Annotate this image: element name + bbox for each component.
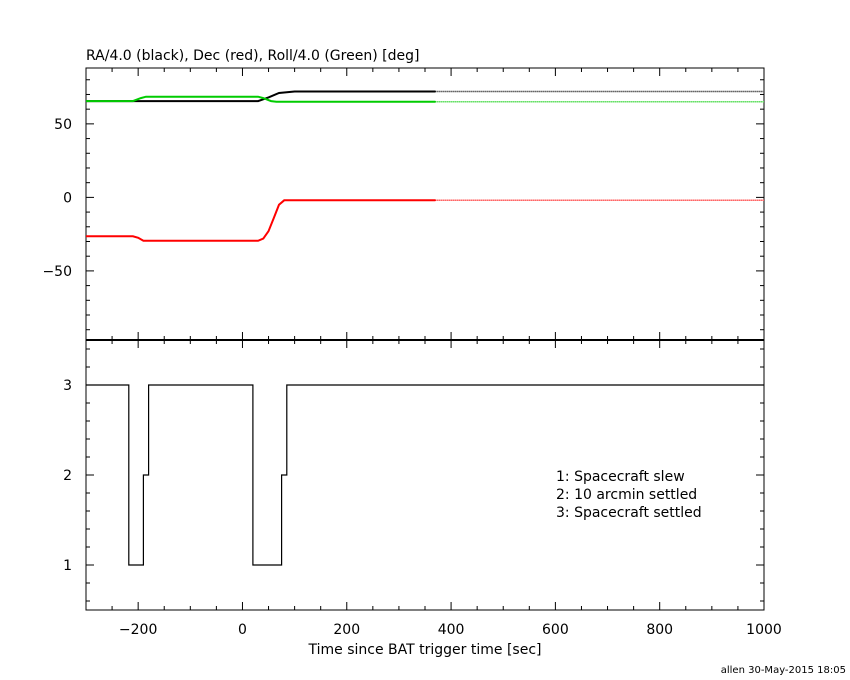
footer-stamp: allen 30-May-2015 18:05: [721, 665, 846, 676]
bottom-y-tick-label: 1: [63, 558, 72, 574]
series-line-dec: [86, 199, 436, 242]
series-line-ra: [86, 90, 436, 103]
top-y-tick-label: −50: [42, 264, 72, 280]
top-y-tick-label: 0: [63, 190, 72, 206]
top-plot-title: RA/4.0 (black), Dec (red), Roll/4.0 (Gre…: [86, 48, 419, 64]
x-tick-label: 800: [646, 622, 673, 638]
top-y-tick-label: 50: [54, 117, 72, 133]
x-tick-label: 0: [238, 622, 247, 638]
legend-entry-2: 2: 10 arcmin settled: [556, 487, 697, 503]
x-tick-label: 1000: [746, 622, 782, 638]
top-plot-frame: [85, 67, 765, 341]
bottom-ticks: 1 2 3 −200 0 200 400 600 800 1000: [63, 340, 782, 638]
bottom-y-tick-label: 2: [63, 468, 72, 484]
legend-entry-1: 1: Spacecraft slew: [556, 469, 685, 485]
series-line-roll: [86, 95, 436, 103]
x-axis-label: Time since BAT trigger time [sec]: [308, 642, 542, 658]
bottom-series-group: [86, 384, 764, 566]
top-series-group: [86, 90, 764, 242]
x-tick-label: 400: [438, 622, 465, 638]
x-tick-label: 600: [542, 622, 569, 638]
state-legend: 1: Spacecraft slew 2: 10 arcmin settled …: [556, 469, 702, 521]
x-tick-label: −200: [119, 622, 157, 638]
state-step-line: [86, 384, 764, 566]
x-tick-label: 200: [333, 622, 360, 638]
top-ticks: −50 0 50: [42, 68, 764, 340]
legend-entry-3: 3: Spacecraft settled: [556, 505, 702, 521]
bottom-y-tick-label: 3: [63, 378, 72, 394]
